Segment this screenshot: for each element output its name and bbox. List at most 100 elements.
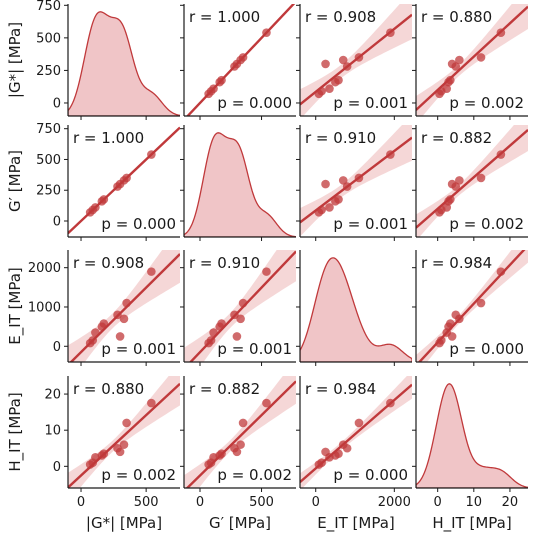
p-value: p = 0.000: [101, 215, 176, 233]
data-point: [113, 310, 122, 320]
regression-line: [417, 250, 526, 362]
panel-3-2: [296, 376, 412, 488]
y-axis-row-3: 0 10 20 H_IT [MPa]: [6, 376, 69, 488]
data-point: [232, 332, 242, 341]
data-point: [386, 28, 395, 37]
data-point: [217, 319, 226, 328]
data-point: [442, 84, 452, 93]
x-axis-col-0: 0 500 |G*| [MPa]: [68, 487, 180, 532]
r-value: r = 0.984: [421, 254, 492, 272]
data-point: [354, 173, 364, 183]
data-point: [206, 336, 216, 345]
panel-2-3: [412, 250, 528, 366]
data-point: [447, 179, 457, 189]
data-point: [325, 203, 334, 212]
panel-3-0: [68, 376, 180, 488]
data-point: [476, 298, 486, 308]
data-point: [354, 418, 364, 428]
panel-1-2: [296, 125, 412, 241]
data-point: [334, 449, 343, 458]
data-point: [238, 418, 248, 428]
data-point: [115, 447, 125, 457]
x-tick-label: 20: [502, 495, 519, 510]
data-point: [338, 440, 348, 449]
p-value: p = 0.000: [333, 466, 408, 484]
panel-2-0: [68, 250, 180, 366]
panel-1-3: [412, 125, 528, 241]
data-point: [317, 205, 326, 215]
data-point: [496, 150, 506, 159]
x-tick-label: 2000: [378, 495, 411, 510]
data-point: [436, 336, 446, 345]
data-point: [147, 150, 156, 159]
data-point: [447, 59, 457, 69]
data-point: [262, 398, 271, 408]
y-tick-label: 20: [44, 388, 61, 403]
data-point: [334, 75, 343, 85]
data-point: [115, 332, 125, 341]
y-axis-row-0: 0 250 500 750 |G*| [MPa]: [6, 0, 69, 116]
data-point: [342, 62, 352, 71]
regression-line: [416, 5, 528, 111]
data-point: [99, 195, 109, 204]
data-point: [317, 86, 326, 96]
x-axis-label: E_IT [MPa]: [317, 514, 395, 533]
data-point: [342, 182, 352, 191]
data-point: [122, 173, 131, 183]
data-point: [209, 84, 218, 93]
correlation-annotation: r = 0.910 p = 0.001: [189, 254, 292, 358]
y-tick-label: 2000: [28, 261, 61, 276]
r-value: r = 0.880: [421, 8, 492, 26]
data-point: [99, 319, 109, 328]
panel-2-2: [296, 250, 412, 366]
data-point: [236, 440, 245, 449]
data-point: [338, 176, 348, 185]
x-tick-label: 0: [312, 495, 320, 510]
data-point: [338, 55, 348, 65]
data-point: [446, 319, 455, 328]
panel-0-2: [296, 4, 412, 120]
data-point: [238, 298, 248, 308]
data-point: [217, 75, 226, 85]
r-value: r = 0.910: [305, 129, 376, 147]
x-axis-label: |G*| [MPa]: [86, 514, 162, 532]
p-value: p = 0.002: [449, 215, 524, 233]
y-tick-label: 0: [53, 96, 61, 111]
data-point: [147, 398, 156, 408]
x-tick-label: 0: [434, 495, 442, 510]
data-point: [321, 179, 330, 189]
r-value: r = 0.910: [189, 254, 260, 272]
data-point: [325, 84, 334, 93]
data-point: [262, 28, 271, 37]
data-point: [317, 458, 326, 468]
r-value: r = 0.880: [73, 380, 144, 398]
data-point: [386, 398, 395, 408]
x-tick-label: 500: [134, 495, 159, 510]
correlation-annotation: r = 0.880 p = 0.002: [421, 8, 524, 112]
x-tick-label: 0: [77, 495, 85, 510]
data-point: [122, 418, 131, 428]
p-value: p = 0.001: [333, 94, 408, 112]
p-value: p = 0.002: [449, 94, 524, 112]
y-axis-label: G′ [MPa]: [6, 150, 24, 212]
p-value: p = 0.001: [101, 340, 176, 358]
y-tick-label: 500: [36, 31, 61, 46]
data-point: [262, 267, 271, 276]
correlation-annotation: r = 0.984 p = 0.000: [421, 254, 524, 358]
data-point: [88, 336, 98, 345]
r-value: r = 1.000: [73, 129, 144, 147]
p-value: p = 0.000: [449, 340, 524, 358]
r-value: r = 0.908: [73, 254, 144, 272]
y-tick-label: 0: [53, 460, 61, 475]
r-value: r = 1.000: [189, 8, 260, 26]
data-point: [334, 195, 343, 204]
p-value: p = 0.001: [217, 340, 292, 358]
correlation-annotation: r = 0.882 p = 0.002: [189, 380, 292, 484]
y-tick-label: 0: [53, 215, 61, 230]
p-value: p = 0.002: [101, 466, 176, 484]
kde-area: [184, 132, 296, 237]
correlation-annotation: r = 0.984 p = 0.000: [305, 380, 408, 484]
x-axis-col-3: 0 10 20 H_IT [MPa]: [416, 487, 528, 533]
data-point: [386, 150, 395, 159]
